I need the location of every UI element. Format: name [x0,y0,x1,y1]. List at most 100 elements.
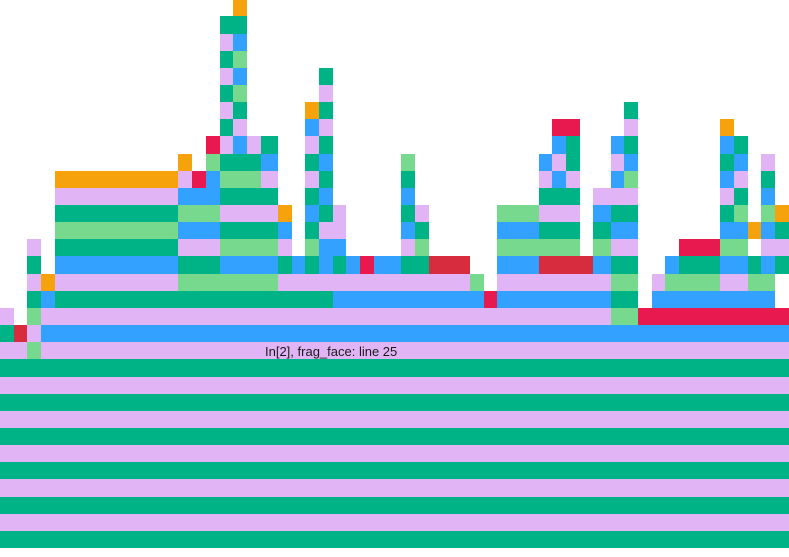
flame-frame[interactable] [611,239,638,256]
flame-frame[interactable] [346,256,360,274]
flame-frame[interactable] [55,171,178,188]
flame-frame[interactable] [55,239,178,256]
flame-frame[interactable] [720,136,734,154]
flame-frame[interactable] [497,239,539,256]
flame-frame[interactable] [220,222,278,239]
flame-frame[interactable] [206,136,220,154]
flame-frame[interactable] [14,325,27,342]
flame-frame[interactable] [305,154,319,171]
flame-frame[interactable] [261,154,278,171]
flame-frame[interactable] [319,68,333,85]
flame-frame[interactable] [27,256,41,274]
flame-frame[interactable] [319,256,333,274]
flame-frame[interactable] [0,531,789,548]
flame-frame[interactable] [497,205,539,222]
flame-frame[interactable] [748,222,761,239]
flame-frame[interactable] [319,222,346,239]
flame-frame[interactable] [679,256,720,274]
flame-frame[interactable] [220,256,278,274]
flame-frame[interactable] [775,205,789,222]
flame-frame[interactable] [278,222,292,239]
flame-frame[interactable] [679,239,720,256]
flame-frame[interactable] [0,445,789,462]
flame-frame[interactable] [178,222,220,239]
flame-frame[interactable] [624,136,638,154]
flame-frame[interactable] [305,222,319,239]
flame-frame[interactable] [178,239,220,256]
flame-frame[interactable] [638,308,789,325]
flame-frame[interactable] [27,274,41,291]
flame-frame[interactable] [220,102,233,119]
flame-frame[interactable] [775,239,789,256]
flame-frame[interactable] [319,205,333,222]
flame-frame[interactable] [415,205,429,222]
flame-frame[interactable] [178,256,220,274]
flame-frame[interactable] [624,119,638,136]
flame-frame[interactable] [0,325,14,342]
flame-frame[interactable] [0,428,789,445]
flame-frame[interactable] [220,205,278,222]
flame-frame[interactable] [0,411,789,428]
flame-frame[interactable] [720,154,734,171]
flame-frame[interactable] [233,0,247,16]
flame-frame[interactable] [55,256,178,274]
flame-frame[interactable] [27,291,41,308]
flame-frame[interactable] [539,171,552,188]
flame-frame[interactable] [552,136,566,154]
flame-frame[interactable] [761,171,775,188]
flame-frame[interactable] [720,274,748,291]
flame-frame[interactable] [401,171,415,188]
flame-frame[interactable] [539,205,580,222]
flame-frame[interactable] [611,222,638,239]
flame-frame[interactable] [734,154,748,171]
flame-frame[interactable] [552,171,566,188]
flame-frame[interactable] [611,171,624,188]
flame-frame[interactable] [41,325,789,342]
flame-frame[interactable] [539,239,580,256]
flame-frame[interactable] [178,188,220,205]
flame-frame[interactable] [233,16,247,34]
flame-frame[interactable] [611,136,624,154]
flame-frame[interactable] [720,239,748,256]
flame-frame[interactable] [720,188,734,205]
flame-frame[interactable] [278,256,292,274]
flame-frame[interactable] [539,188,580,205]
flame-frame[interactable] [305,102,319,119]
flame-frame[interactable] [748,256,761,274]
flame-frame[interactable] [233,34,247,51]
flame-frame[interactable] [593,239,611,256]
flame-frame[interactable] [319,85,333,102]
flame-frame[interactable] [611,308,638,325]
flame-frame[interactable] [720,205,734,222]
flame-frame[interactable] [233,51,247,68]
flame-frame[interactable] [278,205,292,222]
flame-frame[interactable] [611,256,638,274]
flame-frame[interactable] [55,274,178,291]
flame-frame[interactable] [720,171,734,188]
flame-frame[interactable] [761,205,775,222]
flame-frame[interactable] [652,291,775,308]
flame-frame[interactable] [761,188,775,205]
flame-frame[interactable] [566,136,580,154]
flame-frame[interactable] [0,342,27,359]
flame-frame[interactable] [220,188,278,205]
flame-frame[interactable] [233,119,247,136]
flame-frame[interactable] [611,188,638,205]
flame-frame[interactable] [55,188,178,205]
flame-frame[interactable] [761,256,775,274]
flame-frame[interactable] [220,51,233,68]
flame-frame[interactable] [497,222,539,239]
flame-frame[interactable] [220,239,278,256]
flame-frame[interactable] [178,154,192,171]
flame-frame[interactable] [720,256,748,274]
flame-frame[interactable] [0,394,789,411]
flame-frame[interactable] [401,205,415,222]
flame-frame[interactable] [0,377,789,394]
flame-frame[interactable] [55,205,178,222]
flame-frame[interactable] [319,171,333,188]
flame-frame[interactable] [401,239,415,256]
flame-frame[interactable] [319,102,333,119]
flame-frame[interactable] [775,256,789,274]
flame-frame[interactable] [261,171,278,188]
flame-frame[interactable] [27,239,41,256]
